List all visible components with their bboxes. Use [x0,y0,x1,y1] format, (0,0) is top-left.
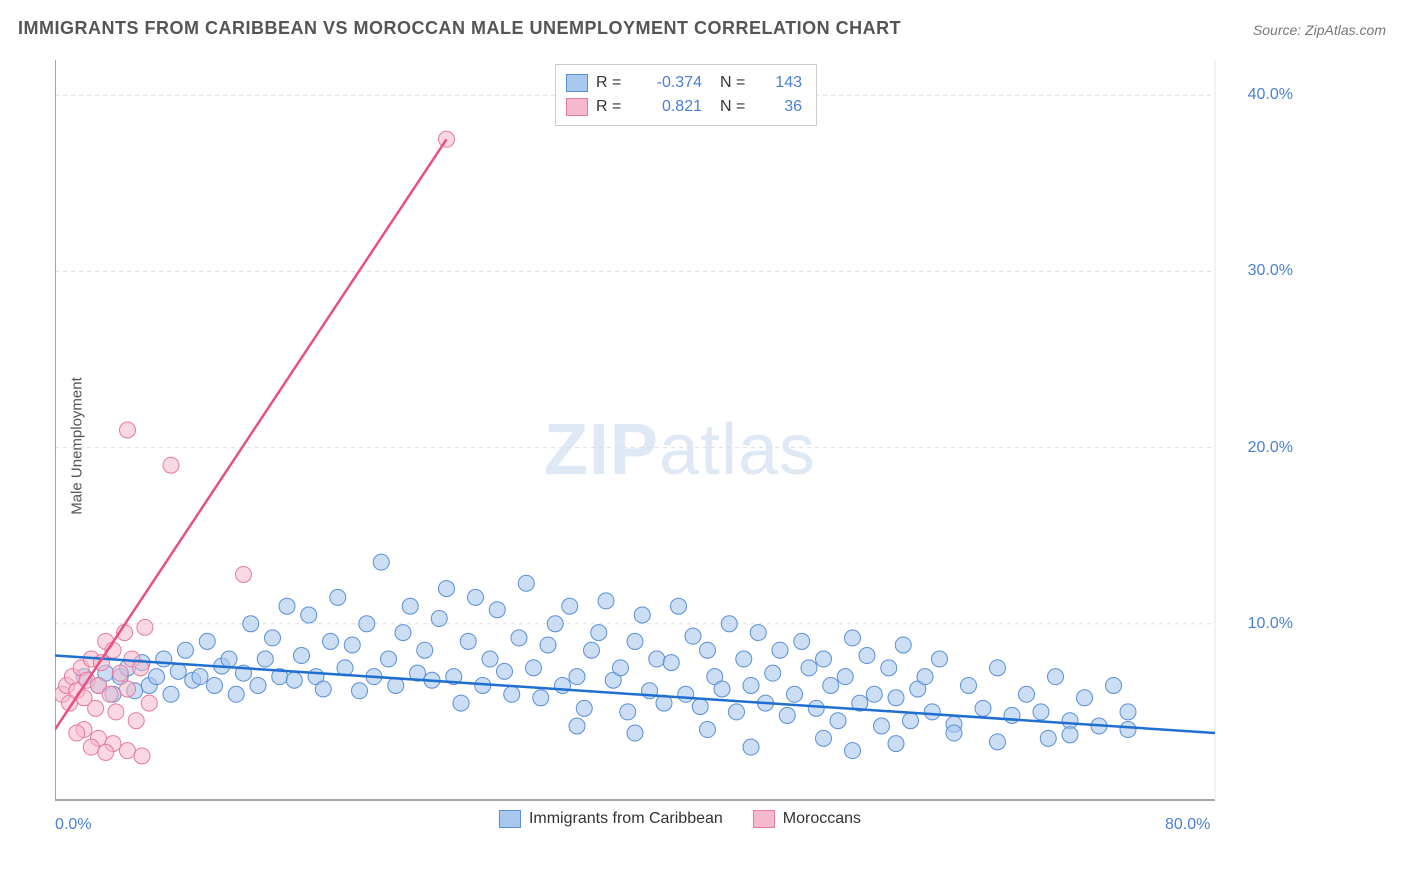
y-tick-label: 10.0% [1248,615,1293,633]
legend-label: Immigrants from Caribbean [529,810,723,828]
legend-swatch [753,810,775,828]
y-tick-label: 40.0% [1248,86,1293,104]
legend-swatch [566,98,588,116]
series-legend-item: Immigrants from Caribbean [499,810,723,828]
r-label: R = [596,74,630,92]
n-value: 36 [762,98,802,116]
legend-label: Moroccans [783,810,861,828]
r-label: R = [596,98,630,116]
correlation-stats-legend: R = -0.374 N = 143 R = 0.821 N = 36 [555,64,817,126]
r-value: -0.374 [638,74,702,92]
r-value: 0.821 [638,98,702,116]
y-tick-label: 20.0% [1248,439,1293,457]
chart-title: IMMIGRANTS FROM CARIBBEAN VS MOROCCAN MA… [18,18,901,39]
series-legend-item: Moroccans [753,810,861,828]
scatter-chart-svg [55,60,1305,840]
y-tick-label: 30.0% [1248,262,1293,280]
plot-area: ZIPatlas R =-0.374N =143R =0.821N =36 10… [55,60,1305,840]
n-value: 143 [762,74,802,92]
x-tick-label: 80.0% [1165,816,1210,834]
x-tick-label: 0.0% [55,816,91,834]
n-label: N = [720,98,754,116]
series-legend: Immigrants from Caribbean Moroccans [499,810,861,828]
stats-legend-row: R = 0.821 N = 36 [566,95,802,119]
n-label: N = [720,74,754,92]
chart-container: IMMIGRANTS FROM CARIBBEAN VS MOROCCAN MA… [0,0,1406,892]
legend-swatch [499,810,521,828]
legend-swatch [566,74,588,92]
stats-legend-row: R = -0.374 N = 143 [566,71,802,95]
source-attribution: Source: ZipAtlas.com [1253,22,1386,38]
